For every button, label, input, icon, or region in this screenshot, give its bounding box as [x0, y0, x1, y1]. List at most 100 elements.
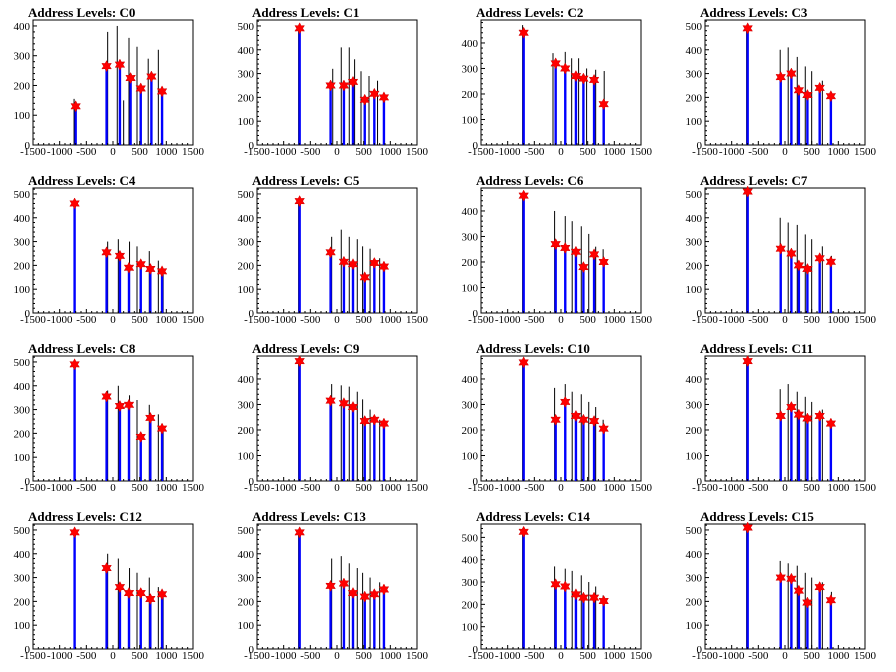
y-tick-label: 400 — [462, 38, 479, 50]
histogram-bar — [592, 597, 596, 649]
peak-marker — [578, 413, 589, 426]
chart-svg: 0 100 200 300 400 500 -1500 -1000 -500 0 500 1000 15… — [462, 523, 653, 662]
histogram-bar — [351, 407, 355, 481]
x-tick-label: -500 — [76, 146, 97, 158]
histogram-bar — [797, 590, 801, 649]
chart-panel: Address Levels: C5 0 100 200 300 400 500 -1500-… — [224, 168, 448, 336]
y-tick-label: 100 — [686, 620, 703, 632]
x-tick-label: -500 — [300, 482, 321, 494]
x-tick-label: -1500 — [468, 314, 494, 326]
peak-marker — [325, 246, 336, 259]
histogram-bar — [342, 583, 346, 649]
peak-marker — [325, 79, 336, 92]
histogram-bar — [373, 594, 376, 649]
y-tick-label: 500 — [14, 357, 31, 369]
peak-marker — [775, 71, 786, 84]
y-tick-label: 0 — [697, 644, 703, 656]
y-tick-label: 400 — [462, 555, 479, 567]
x-tick-label: 1000 — [603, 650, 626, 662]
histogram-bar — [139, 436, 142, 481]
x-tick-label: 500 — [803, 650, 820, 662]
x-tick-label: 1000 — [379, 146, 402, 158]
chart-title: Address Levels: C8 — [28, 341, 136, 356]
peak-marker — [518, 356, 529, 369]
peak-marker — [145, 411, 156, 424]
peak-marker — [145, 592, 156, 606]
histogram-bar — [592, 79, 596, 145]
peak-marker — [814, 409, 825, 422]
peak-marker — [588, 248, 600, 261]
chart-panel: Address Levels: C10 0 100 200 300 400 -1500 -10… — [448, 336, 672, 504]
x-tick-label: 1000 — [827, 650, 850, 662]
peak-marker — [560, 62, 571, 75]
chart-svg: 0 100 200 300 400 -1500 -1000 -500 0 500 1000 1500 — [14, 19, 205, 158]
histogram-bar — [118, 406, 122, 481]
chart-panel: Address Levels: C0 0 100 200 300 400 -1500 -100… — [0, 0, 224, 168]
y-tick-label: 200 — [238, 596, 255, 608]
histogram-bar — [797, 265, 801, 313]
histogram-bar — [351, 593, 355, 649]
histogram-bar — [382, 589, 386, 649]
x-tick-label: 1000 — [603, 146, 626, 158]
y-tick-label: 400 — [686, 213, 703, 225]
histogram-bar — [373, 419, 376, 481]
x-tick-label: -1500 — [692, 482, 718, 494]
x-tick-label: 0 — [782, 146, 788, 158]
y-tick-label: 500 — [238, 21, 255, 33]
y-tick-label: 300 — [238, 399, 255, 411]
peak-marker — [578, 591, 589, 604]
x-tick-label: 500 — [803, 146, 820, 158]
histogram-bar — [363, 99, 366, 145]
x-tick-label: 0 — [782, 482, 788, 494]
chart-title: Address Levels: C4 — [28, 173, 136, 188]
x-tick-label: -1500 — [468, 650, 494, 662]
y-tick-label: 300 — [686, 69, 703, 81]
peak-marker — [802, 88, 813, 102]
histogram-bar — [105, 568, 108, 649]
peak-marker — [588, 415, 600, 428]
x-tick-label: 500 — [131, 482, 148, 494]
x-tick-label: 500 — [131, 146, 148, 158]
peak-marker — [156, 588, 168, 601]
y-tick-label: 100 — [238, 620, 255, 632]
x-tick-label: 1500 — [630, 650, 653, 662]
y-tick-label: 100 — [686, 450, 703, 462]
histogram-bar — [342, 261, 346, 313]
y-tick-label: 0 — [25, 476, 31, 488]
x-tick-label: -1000 — [495, 650, 521, 662]
peak-marker — [135, 258, 146, 271]
y-tick-label: 200 — [686, 92, 703, 104]
chart-svg: 0 100 200 300 400 500 -1500 -1000 -500 0 500 1000 15… — [238, 19, 429, 158]
peak-marker — [114, 58, 126, 71]
histogram-bar — [139, 88, 142, 145]
x-tick-label: -1000 — [495, 314, 521, 326]
plot-frame — [32, 523, 194, 650]
histogram-bar — [160, 271, 164, 313]
x-tick-label: 0 — [558, 482, 564, 494]
y-tick-label: 400 — [14, 381, 31, 393]
chart-svg: 0 100 200 300 400 -1500 -1000 -500 0 500 1000 1500 — [462, 187, 653, 326]
peak-marker — [378, 417, 390, 430]
x-tick-label: -1500 — [692, 146, 718, 158]
y-tick-label: 200 — [14, 260, 31, 272]
y-tick-label: 100 — [686, 284, 703, 296]
peak-marker — [135, 430, 146, 443]
peak-marker — [70, 100, 81, 113]
histogram-bar — [790, 73, 793, 145]
y-tick-label: 200 — [238, 260, 255, 272]
peak-marker — [570, 70, 582, 83]
histogram-bar — [351, 81, 355, 145]
chart-svg: 0 100 200 300 400 500 -1500 -1000 -500 0 500 1000 15… — [14, 523, 205, 662]
y-tick-label: 400 — [238, 45, 255, 57]
histogram-bar — [363, 421, 366, 481]
chart-title: Address Levels: C6 — [476, 173, 584, 188]
histogram-bar — [806, 418, 809, 481]
peak-marker — [294, 195, 305, 208]
peak-marker — [369, 256, 380, 270]
y-tick-label: 500 — [686, 189, 703, 201]
peak-marker — [338, 79, 350, 92]
peak-marker — [742, 521, 753, 534]
x-tick-label: 1500 — [630, 482, 653, 494]
histogram-bar — [582, 597, 585, 649]
